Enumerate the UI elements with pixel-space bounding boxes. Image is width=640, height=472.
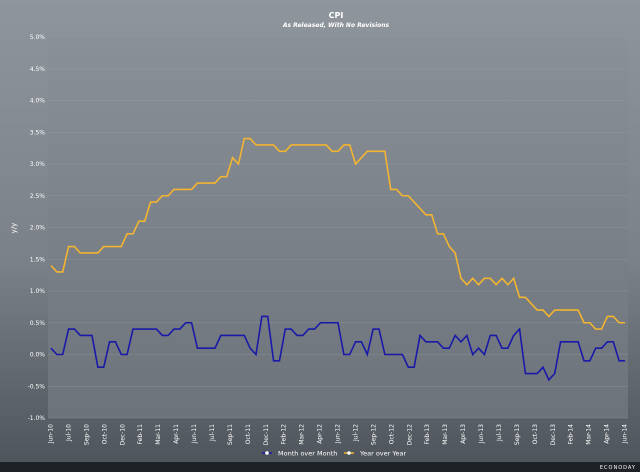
y-tick-label: -1.0%	[28, 415, 46, 422]
x-tick-label: Feb-14	[568, 424, 575, 445]
x-tick-label: Mar-14	[586, 424, 593, 445]
x-tick-label: Apr-12	[317, 424, 324, 444]
y-tick-label: 0.0%	[30, 352, 46, 359]
y-axis-title: y/y	[10, 223, 18, 234]
x-tick-label: Apr-11	[173, 424, 180, 444]
y-tick-label: 1.0%	[30, 288, 46, 295]
y-tick-label: 1.5%	[30, 256, 46, 263]
legend-yoy-label: Year over Year	[359, 450, 406, 458]
x-tick-label: Sep-13	[514, 424, 521, 445]
x-tick-label: Mar-13	[442, 424, 449, 445]
y-axis-ticks: -1.0% -0.5% 0.0% 0.5% 1.0% 1.5% 2.0% 2.5% 3.0% 3.…	[28, 34, 46, 422]
y-tick-label: 5.0%	[30, 34, 46, 41]
bottom-band	[0, 462, 640, 472]
x-tick-label: Jul-11	[209, 424, 216, 442]
y-tick-label: 3.0%	[30, 161, 46, 168]
x-tick-label: Dec-10	[119, 424, 126, 446]
legend-mom-label: Month over Month	[278, 450, 337, 458]
y-tick-label: 2.5%	[30, 193, 46, 200]
y-tick-label: 0.5%	[30, 320, 46, 327]
series-year-over-year-line	[50, 137, 625, 330]
chart-title: CPI	[329, 11, 344, 20]
x-tick-label: Jun-11	[191, 424, 198, 444]
x-tick-label: Oct-12	[388, 424, 395, 444]
legend-yoy-marker	[347, 451, 351, 455]
x-tick-label: Sep-10	[83, 424, 90, 445]
x-tick-label: Dec-11	[263, 424, 270, 446]
x-tick-label: Apr-13	[460, 424, 467, 444]
chart-subtitle: As Released, With No Revisions	[282, 22, 390, 29]
x-tick-label: Jun-13	[478, 424, 485, 444]
x-tick-label: Dec-12	[406, 424, 413, 446]
y-tick-label: 2.0%	[30, 225, 46, 232]
y-tick-label: 4.0%	[30, 98, 46, 105]
x-tick-label: Jun-10	[48, 424, 55, 444]
y-tick-label: 3.5%	[30, 129, 46, 136]
y-tick-label: -0.5%	[28, 383, 46, 390]
x-tick-label: Jul-10	[65, 424, 72, 442]
x-tick-label: Feb-13	[424, 424, 431, 445]
x-tick-label: Sep-12	[370, 424, 377, 445]
x-tick-label: Jun-12	[335, 424, 342, 444]
x-tick-label: Feb-11	[137, 424, 144, 445]
x-tick-label: Oct-10	[101, 424, 108, 444]
series-lines	[50, 137, 625, 382]
grid-lines	[48, 36, 628, 419]
x-tick-label: Sep-11	[227, 424, 234, 445]
series-month-over-month-line	[50, 315, 625, 382]
y-tick-label: 4.5%	[30, 66, 46, 73]
x-tick-label: Mar-12	[299, 424, 306, 445]
x-tick-label: Mar-11	[155, 424, 162, 445]
x-axis-ticks: Jun-10 Jul-10 Sep-10 Oct-10 Dec-10 Feb-11 Mar-…	[48, 424, 629, 446]
x-tick-label: Jul-13	[496, 424, 503, 442]
legend: Month over Month Year over Year	[262, 450, 406, 458]
x-tick-label: Dec-13	[550, 424, 557, 446]
x-tick-label: Oct-13	[532, 424, 539, 444]
legend-mom-marker	[265, 451, 269, 455]
x-tick-label: Oct-11	[245, 424, 252, 444]
x-tick-label: Apr-14	[604, 424, 611, 444]
x-tick-label: Jun-14	[622, 424, 629, 444]
brand-logo-text: ECONODAY	[600, 465, 636, 471]
x-tick-label: Feb-12	[281, 424, 288, 445]
x-tick-label: Jul-12	[352, 424, 359, 442]
